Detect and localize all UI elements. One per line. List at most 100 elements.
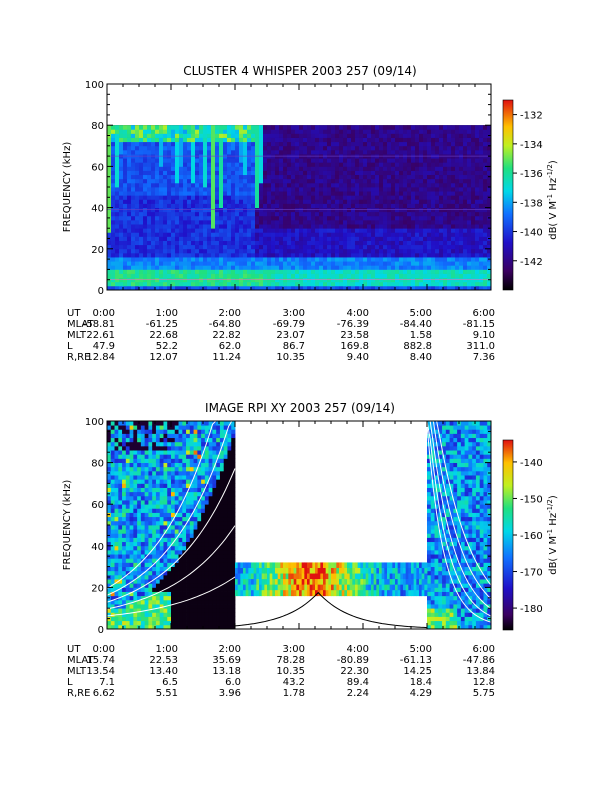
panel1-spectrogram-cell xyxy=(243,129,248,134)
panel1-spectrogram-cell xyxy=(259,257,264,262)
panel1-spectrogram-cell xyxy=(363,166,368,171)
panel1-spectrogram-cell xyxy=(179,240,184,246)
panel1-spectrogram-cell xyxy=(283,240,288,246)
panel1-spectrogram-cell xyxy=(155,261,160,266)
panel1-spectrogram-cell xyxy=(443,285,448,291)
panel1-spectrogram-cell xyxy=(163,261,168,266)
panel1-spectrogram-cell xyxy=(379,232,384,237)
panel1-spectrogram-cell xyxy=(387,145,392,151)
panel2-spectrogram-cell xyxy=(178,487,183,493)
panel1-spectrogram-cell xyxy=(227,232,232,237)
panel2-spectrogram-cell xyxy=(125,454,130,459)
panel1-spectrogram-cell xyxy=(375,236,380,241)
panel1-spectrogram-cell xyxy=(219,158,224,163)
panel1-spectrogram-cell xyxy=(111,133,116,138)
panel1-spectrogram-cell xyxy=(143,187,148,192)
panel1-spectrogram-cell xyxy=(303,178,308,184)
panel1-spectrogram-cell xyxy=(447,129,452,134)
panel1-spectrogram-cell xyxy=(291,257,296,262)
panel1-cb-tick-label: -142 xyxy=(520,257,543,268)
panel1-spectrogram-cell xyxy=(427,273,432,279)
panel1-spectrogram-cell xyxy=(111,265,116,270)
panel1-spectrogram-cell xyxy=(219,129,224,134)
panel1-spectrogram-cell xyxy=(431,195,436,200)
panel2-spectrogram-cell xyxy=(174,549,179,555)
panel2-spectrogram-cell xyxy=(159,566,164,572)
panel1-spectrogram-cell xyxy=(223,261,228,266)
panel1-spectrogram-cell xyxy=(187,187,192,192)
panel1-spectrogram-cell xyxy=(219,273,224,279)
panel2-spectrogram-cell xyxy=(178,558,183,563)
panel1-spectrogram-cell xyxy=(391,203,396,208)
panel2-spectrogram-cell xyxy=(148,616,153,622)
panel2-spectrogram-cell xyxy=(122,562,127,567)
panel1-spectrogram-cell xyxy=(335,141,340,147)
panel2-spectrogram-cell xyxy=(159,429,164,434)
panel1-spectrogram-cell xyxy=(251,248,256,254)
panel2-spectrogram-cell xyxy=(155,483,161,488)
panel1-spectrogram-cell xyxy=(207,145,212,151)
panel1-spectrogram-cell xyxy=(447,219,452,225)
panel2-spectrogram-cell xyxy=(129,470,134,476)
panel1-spectrogram-cell xyxy=(207,174,212,180)
panel1-spectrogram-cell xyxy=(315,174,320,180)
panel1-spectrogram-cell xyxy=(235,211,240,217)
panel1-spectrogram-cell xyxy=(263,178,268,184)
panel1-spectrogram-cell xyxy=(483,281,488,287)
panel1-spectrogram-cell xyxy=(459,240,464,246)
panel1-spectrogram-cell xyxy=(383,248,388,254)
panel1-spectrogram-cell xyxy=(139,248,144,254)
panel1-spectrogram-cell xyxy=(295,199,300,204)
panel1-spectrogram-cell xyxy=(131,199,136,204)
panel2-spectrogram-cell xyxy=(178,570,183,576)
panel1-spectrogram-cell xyxy=(351,224,356,229)
panel1-spectrogram-cell xyxy=(367,240,372,246)
panel1-spectrogram-cell xyxy=(423,257,428,262)
panel2-spectrogram-cell xyxy=(152,529,157,534)
panel2-spectrogram-cell xyxy=(122,462,127,468)
panel1-spectrogram-cell xyxy=(119,257,124,262)
panel1-spectrogram-cell xyxy=(263,199,268,204)
panel1-spectrogram-cell xyxy=(387,236,392,241)
panel1-spectrogram-cell xyxy=(231,257,236,262)
panel1-spectrogram-cell xyxy=(147,187,152,192)
panel1-spectrogram-cell xyxy=(355,182,360,188)
panel1-spectrogram-cell xyxy=(327,240,332,246)
panel1-spectrogram-cell xyxy=(327,182,332,188)
panel1-spectrogram-cell xyxy=(483,257,488,262)
panel1-spectrogram-cell xyxy=(471,149,476,155)
panel2-spectrogram-cell xyxy=(159,545,164,551)
panel1-spectrogram-cell xyxy=(347,265,352,270)
panel1-spectrogram-cell xyxy=(259,228,264,233)
panel2-spectrogram-cell xyxy=(171,466,176,472)
panel2-spectrogram-cell xyxy=(159,458,164,463)
panel1-spectrogram-cell xyxy=(451,199,456,204)
panel1-spectrogram-cell xyxy=(319,240,324,246)
panel1-spectrogram-cell xyxy=(479,187,484,192)
panel2-spectrogram-cell xyxy=(129,512,134,518)
panel1-spectrogram-cell xyxy=(383,236,388,241)
panel2-spectrogram-cell xyxy=(129,458,134,463)
panel1-spectrogram-cell xyxy=(335,224,340,229)
panel1-spectrogram-cell xyxy=(275,137,280,143)
panel1-spectrogram-cell xyxy=(143,232,148,237)
panel1-spectrogram-cell xyxy=(247,174,252,180)
panel1-spectrogram-cell xyxy=(187,211,192,217)
panel1-spectrogram-cell xyxy=(163,215,168,221)
panel1-spectrogram-cell xyxy=(239,174,244,180)
panel1-spectrogram-cell xyxy=(351,215,356,221)
panel1-spectrogram-cell xyxy=(123,248,128,254)
panel1-spectrogram-cell xyxy=(183,199,188,204)
panel1-spectrogram-cell xyxy=(159,240,164,246)
panel2-spectrogram-cell xyxy=(122,554,127,559)
panel1-spectrogram-cell xyxy=(243,187,248,192)
panel2-spectrogram-cell xyxy=(148,479,153,484)
panel1-spectrogram-cell xyxy=(179,236,184,241)
panel1-spectrogram-cell xyxy=(391,178,396,184)
panel1-spectrogram-cell xyxy=(443,224,448,229)
panel2-spectrogram-cell xyxy=(163,491,168,497)
panel1-spectrogram-cell xyxy=(183,145,188,151)
panel2-spectrogram-cell xyxy=(163,500,168,505)
panel1-spectrogram-cell xyxy=(423,240,428,246)
panel2-spectrogram-cell xyxy=(174,495,179,501)
